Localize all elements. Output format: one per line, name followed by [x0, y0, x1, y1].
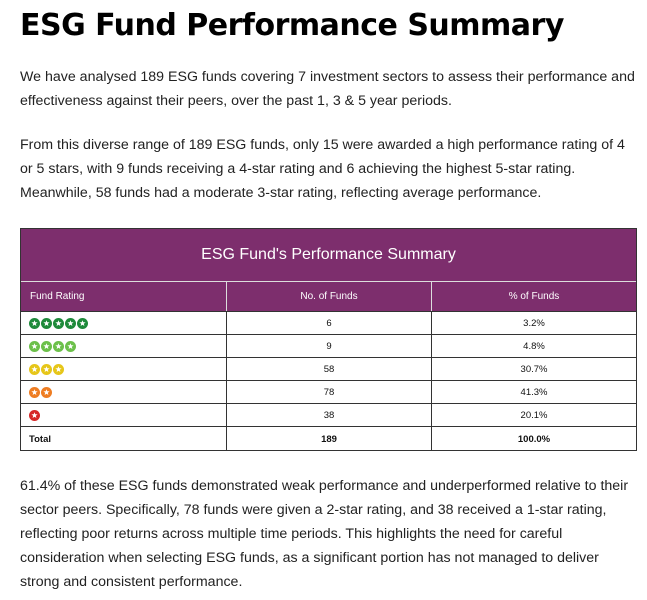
star-icon	[41, 340, 52, 352]
funds-percent-cell: 41.3%	[520, 386, 548, 398]
star-icon	[53, 340, 64, 352]
star-icon	[65, 340, 76, 352]
table-body: 6 3.2% 9 4.8% 58 30.7% 78 41.3% 38 20.1% Total 189 1…	[21, 312, 636, 451]
star-rating	[29, 409, 40, 421]
table-row: 9 4.8%	[21, 335, 636, 358]
funds-count-cell: 78	[227, 381, 432, 403]
funds-count-cell: 58	[227, 358, 432, 380]
star-rating	[29, 317, 88, 329]
star-icon	[41, 363, 52, 375]
rating-cell	[21, 358, 227, 380]
funds-percent-cell: 30.7%	[520, 363, 548, 375]
total-funds-cell: 189	[227, 427, 432, 451]
performance-table: ESG Fund's Performance Summary Fund Rati…	[20, 228, 637, 451]
rating-cell	[21, 404, 227, 426]
table-row: 58 30.7%	[21, 358, 636, 381]
star-icon	[29, 340, 40, 352]
funds-count-cell: 38	[227, 404, 432, 426]
star-icon	[29, 317, 40, 329]
star-icon	[53, 317, 64, 329]
funds-count-cell: 6	[227, 312, 432, 334]
star-icon	[29, 386, 40, 398]
star-icon	[29, 409, 40, 421]
star-icon	[77, 317, 88, 329]
star-icon	[41, 386, 52, 398]
table-row: 38 20.1%	[21, 404, 636, 427]
star-rating	[29, 363, 64, 375]
funds-percent-cell: 4.8%	[523, 340, 545, 352]
star-icon	[41, 317, 52, 329]
table-row: 6 3.2%	[21, 312, 636, 335]
weak-performance-paragraph: 61.4% of these ESG funds demonstrated we…	[20, 478, 629, 590]
header-no-of-funds: No. of Funds	[227, 282, 432, 311]
star-rating	[29, 340, 76, 352]
page-title: ESG Fund Performance Summary	[20, 8, 564, 43]
header-percent-of-funds: % of Funds	[508, 291, 560, 302]
star-icon	[29, 363, 40, 375]
table-title: ESG Fund's Performance Summary	[21, 229, 636, 282]
star-rating	[29, 386, 52, 398]
star-icon	[53, 363, 64, 375]
table-row: 78 41.3%	[21, 381, 636, 404]
star-icon	[65, 317, 76, 329]
funds-percent-cell: 20.1%	[520, 409, 548, 421]
table-header-row: Fund Rating No. of Funds % of Funds	[21, 282, 636, 312]
rating-cell	[21, 335, 227, 357]
total-row: Total 189 100.0%	[21, 427, 636, 451]
total-label-cell: Total	[21, 427, 227, 451]
intro-paragraph: We have analysed 189 ESG funds covering …	[20, 69, 635, 109]
funds-percent-cell: 3.2%	[523, 317, 545, 329]
funds-count-cell: 9	[227, 335, 432, 357]
header-fund-rating: Fund Rating	[21, 282, 227, 311]
rating-cell	[21, 381, 227, 403]
total-percent-cell: 100.0%	[517, 433, 551, 445]
rating-cell	[21, 312, 227, 334]
high-rating-paragraph: From this diverse range of 189 ESG funds…	[20, 137, 625, 201]
